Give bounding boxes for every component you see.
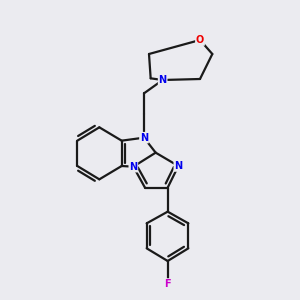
Text: N: N [174, 161, 182, 171]
Text: F: F [164, 279, 171, 289]
Text: O: O [196, 35, 204, 45]
Text: N: N [159, 75, 167, 85]
Text: N: N [129, 162, 137, 172]
Text: N: N [140, 133, 148, 143]
